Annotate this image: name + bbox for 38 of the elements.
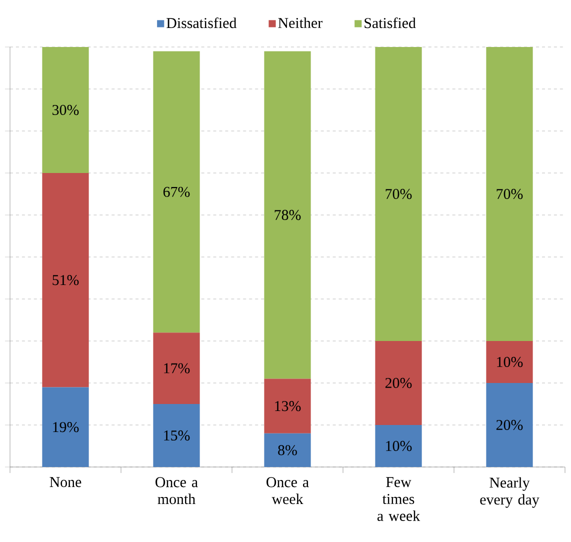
data-label: 10% bbox=[497, 356, 523, 368]
data-label: 15% bbox=[164, 430, 190, 441]
bar bbox=[42, 387, 89, 467]
bar bbox=[375, 340, 422, 425]
x-tick-label: Once a month bbox=[156, 477, 198, 504]
data-label: 70% bbox=[496, 188, 523, 200]
data-label: 30% bbox=[52, 104, 79, 116]
legend-label: Satisfied bbox=[364, 17, 416, 28]
x-tick-label: Once a week bbox=[266, 477, 309, 504]
bar bbox=[486, 382, 533, 467]
bar bbox=[486, 340, 533, 383]
bar bbox=[375, 425, 422, 467]
data-label: 10% bbox=[386, 440, 412, 452]
data-label: 20% bbox=[496, 420, 523, 430]
bar bbox=[153, 51, 200, 333]
bar bbox=[42, 172, 89, 388]
data-label: 51% bbox=[52, 275, 79, 286]
data-label: 67% bbox=[163, 186, 190, 197]
data-label: 78% bbox=[274, 210, 301, 220]
bar bbox=[264, 378, 311, 434]
bar bbox=[486, 46, 533, 341]
bar bbox=[153, 404, 200, 467]
bar bbox=[264, 51, 311, 379]
x-tick-label: Nearly every day bbox=[480, 477, 540, 508]
bar bbox=[42, 46, 89, 173]
x-tick-label: Few times a week bbox=[377, 477, 420, 521]
legend-label: Dissatisfied bbox=[166, 17, 237, 28]
bar bbox=[264, 433, 311, 467]
data-label: 70% bbox=[386, 188, 412, 200]
data-label: 17% bbox=[164, 363, 190, 374]
data-label: 20% bbox=[385, 378, 412, 388]
legend-label: Neither bbox=[278, 18, 322, 28]
data-label: 13% bbox=[275, 401, 301, 412]
data-label: 8% bbox=[278, 445, 297, 456]
bar bbox=[153, 332, 200, 404]
data-label: 19% bbox=[53, 422, 79, 432]
bar bbox=[375, 46, 422, 341]
x-tick-label: None bbox=[50, 477, 82, 488]
